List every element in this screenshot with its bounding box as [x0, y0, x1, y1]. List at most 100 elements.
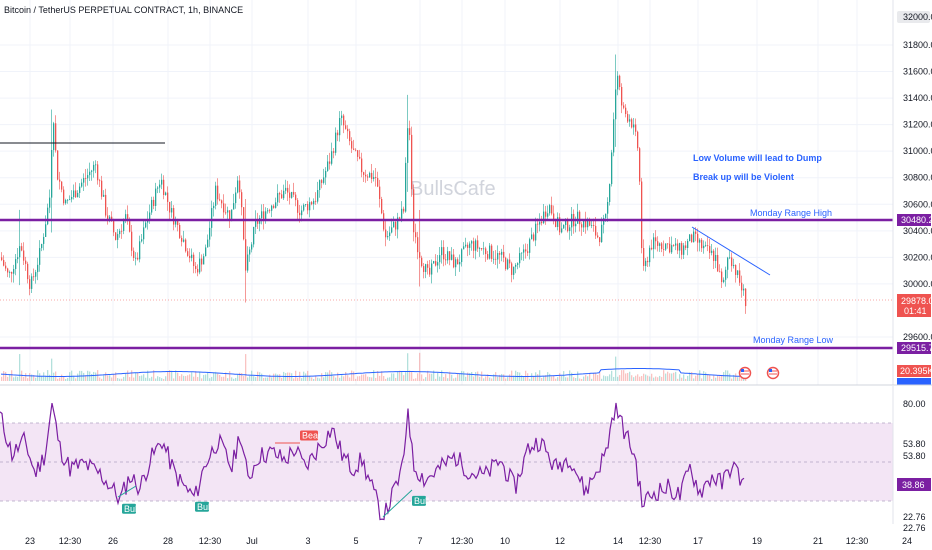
candle-body — [579, 211, 581, 225]
volume-bar — [75, 378, 77, 381]
volume-bar — [191, 372, 193, 381]
volume-bar — [273, 373, 275, 381]
candle-body — [657, 241, 659, 246]
volume-bar — [391, 373, 393, 381]
volume-bar — [189, 374, 191, 381]
candle-body — [59, 179, 61, 182]
candle-body — [561, 228, 563, 233]
volume-bar — [143, 374, 145, 381]
volume-bar — [139, 375, 141, 381]
candle-body — [213, 205, 215, 209]
volume-bar — [575, 378, 577, 381]
volume-bar — [1, 376, 3, 381]
volume-bar — [125, 373, 127, 381]
volume-bar — [163, 378, 165, 381]
volume-bar — [743, 378, 745, 381]
volume-bar — [443, 377, 445, 381]
candle-body — [253, 226, 255, 245]
candle-body — [451, 254, 453, 260]
candle-body — [363, 172, 365, 175]
volume-bar — [135, 372, 137, 381]
volume-bar — [201, 378, 203, 381]
volume-bar — [549, 373, 551, 381]
price-axis[interactable]: 31800.0 31600.0 31400.0 31200.0 31000.0 30800… — [892, 0, 932, 385]
candle-body — [707, 245, 709, 247]
candle-body — [623, 105, 625, 108]
candle-body — [433, 261, 435, 264]
volume-bar — [235, 377, 237, 381]
candle-body — [255, 219, 257, 227]
candle-body — [329, 161, 331, 164]
volume-bar — [131, 370, 133, 381]
volume-bar — [229, 371, 231, 381]
candle-body — [235, 192, 237, 204]
volume-bar — [281, 377, 283, 381]
candle-body — [411, 134, 413, 190]
candle-body — [17, 257, 19, 260]
candle-body — [15, 259, 17, 269]
volume-bar — [243, 376, 245, 381]
time-axis[interactable]: 23 12:30 26 28 12:30 Jul 3 5 7 12:30 10 12 14 12:30 17… — [0, 532, 932, 550]
us-flag-icon-2[interactable] — [766, 366, 780, 380]
volume-bar — [93, 371, 95, 381]
volume-bar — [651, 373, 653, 381]
candle-body — [13, 268, 15, 274]
volume-ma-tag-text: 20.395K — [900, 366, 932, 376]
volume-bar — [395, 377, 397, 381]
candle-body — [43, 236, 45, 244]
candle-body — [721, 271, 723, 283]
candle-body — [277, 193, 279, 203]
candle-body — [585, 220, 587, 228]
volume-bar — [51, 358, 53, 381]
candle-body — [293, 191, 295, 195]
us-flag-icon[interactable] — [738, 366, 752, 380]
volume-bar — [459, 373, 461, 381]
candle-body — [591, 225, 593, 226]
candle-body — [99, 180, 101, 182]
candle-body — [207, 239, 209, 248]
candle-body — [85, 178, 87, 179]
trendline[interactable] — [691, 226, 771, 276]
volume-bar — [565, 377, 567, 381]
candle-body — [379, 186, 381, 199]
volume-bar — [25, 373, 27, 381]
candle-body — [661, 243, 663, 250]
candle-body — [517, 263, 519, 265]
volume-bar — [719, 376, 721, 381]
candle-body — [37, 264, 39, 273]
volume-bar — [487, 374, 489, 381]
volume-bar — [107, 375, 109, 381]
candle-body — [649, 247, 651, 263]
volume-bar — [655, 376, 657, 381]
candle-body — [367, 176, 369, 178]
candle-body — [725, 269, 727, 280]
volume-bar — [111, 377, 113, 381]
candle-body — [647, 260, 649, 263]
volume-bar — [23, 376, 25, 381]
candle-body — [575, 223, 577, 227]
volume-bar — [707, 374, 709, 381]
volume-bar — [585, 374, 587, 381]
candle-body — [95, 164, 97, 166]
candle-body — [563, 225, 565, 229]
price-tick-label: 30200.0 — [903, 252, 932, 262]
candle-body — [441, 247, 443, 256]
volume-bar — [89, 371, 91, 381]
candle-body — [641, 181, 643, 249]
volume-bar — [3, 371, 5, 381]
candle-body — [685, 245, 687, 248]
volume-bar — [295, 370, 297, 381]
volume-bar — [387, 377, 389, 381]
volume-bar — [723, 372, 725, 381]
rsi-axis[interactable]: 80.00 53.80 53.80 38.86 22.76 22.76 — [892, 386, 932, 533]
candle-body — [187, 251, 189, 256]
candle-body — [613, 119, 615, 153]
candle-body — [1, 257, 3, 260]
rsi-pane[interactable]: Bull Bull Bull Bear — [0, 402, 893, 521]
volume-bar — [321, 373, 323, 381]
volume-bar — [475, 372, 477, 381]
candle-body — [19, 246, 21, 258]
volume-bar — [657, 377, 659, 381]
volume-bar — [557, 377, 559, 381]
